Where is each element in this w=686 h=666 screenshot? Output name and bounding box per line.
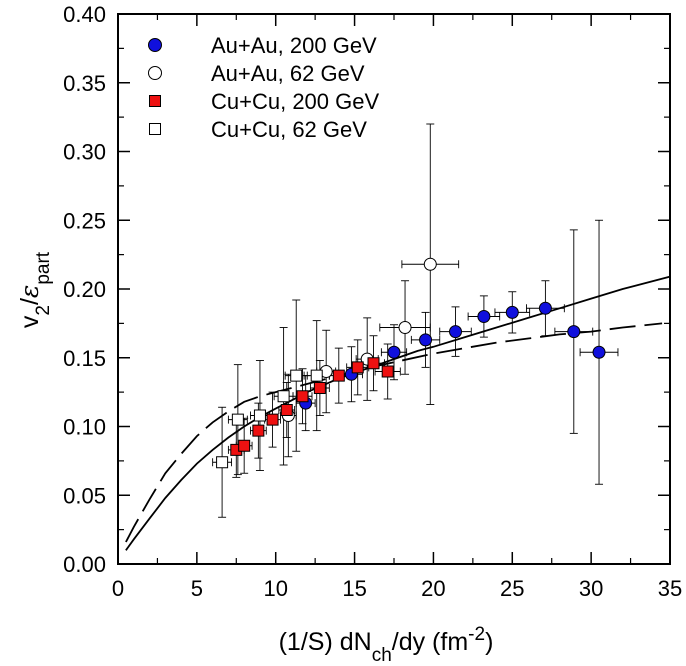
- data-point-circle: [567, 325, 581, 339]
- x-tick-label: 20: [421, 576, 445, 601]
- data-point-square: [367, 357, 380, 370]
- dashed-curve: [125, 322, 663, 543]
- data-point-square: [313, 382, 326, 394]
- x-tick-label: 15: [342, 576, 366, 601]
- solid-curve: [125, 275, 671, 551]
- data-point-circle: [423, 257, 437, 271]
- y-tick-label: 0.25: [63, 208, 106, 233]
- legend: Au+Au, 200 GeV Au+Au, 62 GeV Cu+Cu, 200 Ge…: [148, 33, 379, 142]
- legend-marker-circle: [148, 38, 162, 52]
- data-point-square: [381, 365, 394, 378]
- data-point-square: [277, 390, 290, 403]
- y-tick-label: 0.35: [63, 71, 106, 96]
- legend-label: Au+Au, 62 GeV: [211, 61, 365, 86]
- data-point-square: [351, 361, 364, 374]
- x-tick-label: 30: [579, 576, 603, 601]
- y-tick-label: 0.15: [63, 346, 106, 371]
- data-point-square: [231, 413, 244, 426]
- y-axis-title: v2/εpart: [15, 251, 54, 328]
- legend-item: Cu+Cu, 62 GeV: [149, 117, 367, 142]
- y-tick-label: 0.10: [63, 415, 106, 440]
- data-point-circle: [398, 321, 412, 334]
- data-point-square: [280, 404, 293, 416]
- data-point-circle: [592, 345, 606, 359]
- data-markers: [216, 257, 606, 469]
- data-point-square: [290, 369, 303, 382]
- x-tick-label: 35: [658, 576, 682, 601]
- data-point-square: [238, 439, 251, 452]
- legend-marker-circle: [148, 66, 162, 80]
- fit-curves: [125, 275, 671, 551]
- axis-ticks: 0 5 10 15 20 25 30 35 0.00 0.05 0.10 0.15 0.20 0.25 0.…: [63, 2, 682, 601]
- data-point-circle: [419, 333, 433, 347]
- legend-marker-square: [149, 95, 161, 107]
- data-point-circle: [505, 305, 519, 319]
- legend-label: Au+Au, 200 GeV: [211, 33, 377, 58]
- legend-marker-square: [149, 123, 161, 135]
- data-point-circle: [449, 325, 463, 339]
- data-point-circle: [477, 310, 491, 323]
- data-point-square: [252, 424, 265, 437]
- legend-item: Au+Au, 62 GeV: [148, 61, 365, 86]
- x-tick-label: 25: [500, 576, 524, 601]
- y-tick-label: 0.40: [63, 2, 106, 27]
- data-point-square: [266, 413, 279, 426]
- legend-label: Cu+Cu, 200 GeV: [211, 89, 379, 114]
- data-point-circle: [538, 301, 552, 315]
- x-tick-label: 0: [112, 576, 124, 601]
- data-point-square: [253, 409, 266, 422]
- y-tick-label: 0.00: [63, 552, 106, 577]
- legend-item: Au+Au, 200 GeV: [148, 33, 377, 58]
- y-tick-label: 0.20: [63, 277, 106, 302]
- x-tick-label: 5: [191, 576, 203, 601]
- data-point-square: [332, 369, 345, 382]
- error-bars: [212, 123, 619, 518]
- data-point-circle: [387, 345, 401, 359]
- y-tick-label: 0.05: [63, 483, 106, 508]
- data-point-square: [296, 390, 309, 403]
- y-tick-label: 0.30: [63, 140, 106, 165]
- plot-frame: [117, 13, 671, 565]
- x-tick-label: 10: [263, 576, 287, 601]
- x-axis-title: (1/S) dNch/dy (fm-2): [279, 624, 494, 666]
- legend-label: Cu+Cu, 62 GeV: [211, 117, 367, 142]
- data-point-square: [216, 456, 229, 469]
- data-point-square: [310, 369, 323, 382]
- legend-item: Cu+Cu, 200 GeV: [149, 89, 379, 114]
